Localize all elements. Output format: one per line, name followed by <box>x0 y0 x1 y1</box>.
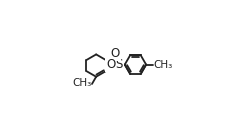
Text: S: S <box>115 58 123 71</box>
Text: O: O <box>110 47 120 60</box>
Text: CH₃: CH₃ <box>154 60 173 70</box>
Text: O: O <box>106 58 115 71</box>
Text: CH₃: CH₃ <box>72 78 91 88</box>
